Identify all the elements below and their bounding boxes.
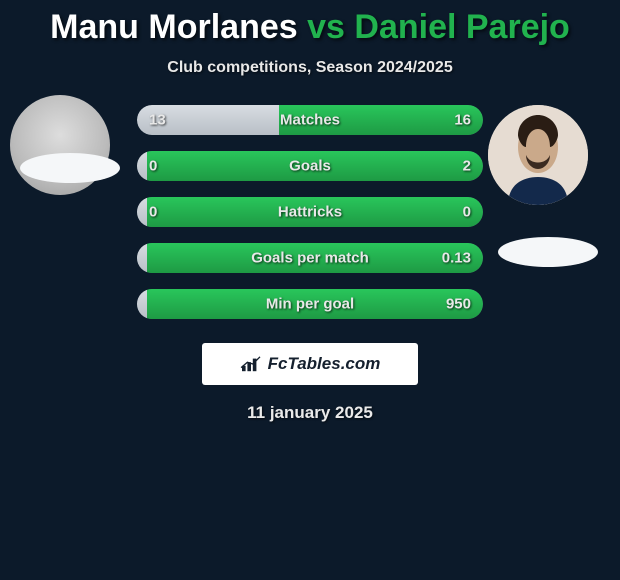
player-b-name: Daniel Parejo <box>354 8 569 46</box>
stat-label: Matches <box>280 112 340 129</box>
stat-value-b: 950 <box>446 296 471 313</box>
stat-fill-a <box>137 243 147 273</box>
stat-value-b: 2 <box>463 158 471 175</box>
stat-value-a: 13 <box>149 112 166 129</box>
stat-row: 0.13 Goals per match <box>137 243 483 273</box>
stat-fill-a <box>137 151 147 181</box>
source-logo: FcTables.com <box>202 343 418 385</box>
bar-chart-icon <box>240 355 262 373</box>
stat-row: 13 16 Matches <box>137 105 483 135</box>
stat-value-a: 0 <box>149 158 157 175</box>
stat-fill-a <box>137 197 147 227</box>
stat-bars: 13 16 Matches 0 2 Goals 0 0 Hattricks 0.13 Goals p… <box>137 105 483 319</box>
source-logo-text: FcTables.com <box>268 354 381 374</box>
snapshot-date: 11 january 2025 <box>0 403 620 423</box>
stat-fill-a <box>137 289 147 319</box>
stat-label: Goals per match <box>251 250 369 267</box>
comparison-title: Manu Morlanes vs Daniel Parejo <box>0 0 620 47</box>
stat-value-a: 0 <box>149 204 157 221</box>
player-b-avatar <box>488 105 588 205</box>
vs-label: vs <box>307 8 345 46</box>
subtitle: Club competitions, Season 2024/2025 <box>0 59 620 77</box>
comparison-arena: 13 16 Matches 0 2 Goals 0 0 Hattricks 0.13 Goals p… <box>0 105 620 319</box>
player-a-club-badge <box>20 153 120 183</box>
stat-value-b: 0 <box>463 204 471 221</box>
stat-value-b: 0.13 <box>442 250 471 267</box>
stat-row: 0 2 Goals <box>137 151 483 181</box>
stat-label: Goals <box>289 158 331 175</box>
stat-label: Hattricks <box>278 204 342 221</box>
stat-row: 0 0 Hattricks <box>137 197 483 227</box>
stat-row: 950 Min per goal <box>137 289 483 319</box>
player-b-club-badge <box>498 237 598 267</box>
player-a-name: Manu Morlanes <box>50 8 297 46</box>
player-b-portrait-icon <box>488 105 588 205</box>
stat-value-b: 16 <box>454 112 471 129</box>
stat-label: Min per goal <box>266 296 354 313</box>
